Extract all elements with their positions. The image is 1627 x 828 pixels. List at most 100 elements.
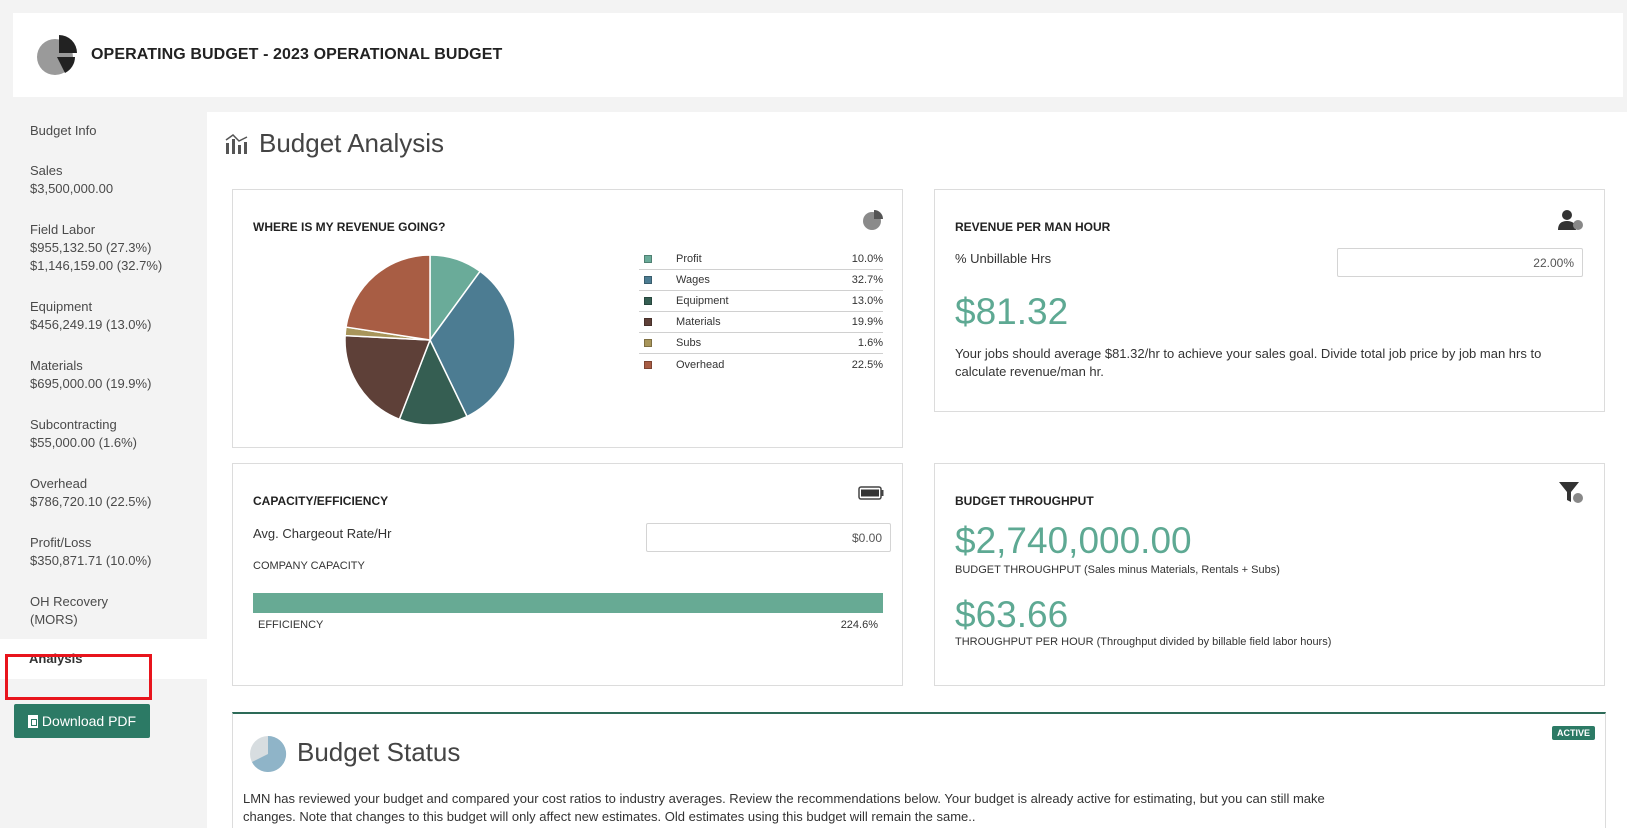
pie-chart-logo-icon	[37, 35, 77, 75]
sidebar-item-value: $695,000.00 (19.9%)	[30, 376, 152, 391]
status-badge: ACTIVE	[1551, 726, 1595, 740]
battery-icon	[858, 486, 884, 500]
sidebar-item-field-labor[interactable]: Field Labor $955,132.50 (27.3%) $1,146,1…	[0, 221, 207, 275]
sidebar-item-label: Field Labor	[30, 222, 96, 237]
status-description: LMN has reviewed your budget and compare…	[243, 791, 1325, 824]
status-title: Budget Status	[297, 737, 461, 767]
sidebar-item-equipment[interactable]: Equipment $456,249.19 (13.0%)	[0, 298, 207, 334]
revenue-description: Your jobs should average $81.32/hr to ac…	[955, 346, 1542, 379]
pie-slice-overhead	[345, 254, 431, 341]
legend-row: Equipment 13.0%	[639, 291, 883, 312]
legend-swatch	[644, 297, 652, 305]
legend-row: Wages 32.7%	[639, 270, 883, 291]
pie-slice-equipment	[398, 338, 469, 426]
sidebar-item-value: $456,249.19 (13.0%)	[30, 317, 152, 332]
chargeout-rate-input[interactable]: $0.00	[646, 523, 891, 552]
legend-row: Overhead 22.5%	[639, 354, 883, 375]
download-pdf-label: Download PDF	[41, 713, 137, 729]
revenue-legend: Profit 10.0% Wages 32.7% Equipment 13.0% Mater…	[639, 249, 883, 375]
sidebar-item-subcontracting[interactable]: Subcontracting $55,000.00 (1.6%)	[0, 416, 207, 452]
unbillable-hrs-input[interactable]: 22.00%	[1337, 248, 1583, 277]
status-pie-icon	[250, 735, 287, 772]
pdf-icon	[27, 714, 38, 728]
sidebar-item-label: Materials	[30, 358, 83, 373]
legend-row: Subs 1.6%	[639, 333, 883, 354]
sidebar-item-analysis[interactable]: Analysis	[0, 639, 207, 679]
sidebar-item-label: Subcontracting	[30, 417, 117, 432]
sidebar-item-value: $786,720.10 (22.5%)	[30, 494, 152, 509]
card-title: REVENUE PER MAN HOUR	[955, 220, 1111, 234]
revenue-per-man-hour-card: REVENUE PER MAN HOUR % Unbillable Hrs 22…	[934, 189, 1605, 412]
user-money-icon	[1558, 210, 1583, 230]
legend-label: Equipment	[676, 295, 729, 307]
bar-chart-icon	[225, 133, 248, 154]
pie-slice-materials	[344, 334, 432, 421]
legend-swatch	[644, 318, 652, 326]
sidebar-item-value: $55,000.00 (1.6%)	[30, 435, 137, 450]
sidebar-item-sales[interactable]: Sales $3,500,000.00	[0, 162, 207, 198]
budget-status-card: ACTIVE Budget Status LMN has reviewed yo…	[232, 712, 1606, 828]
sidebar-item-budget-info[interactable]: Budget Info	[0, 122, 207, 140]
sidebar-item-label: OH Recovery	[30, 594, 109, 609]
legend-value: 19.9%	[851, 316, 883, 328]
pie-chart-icon	[863, 210, 883, 230]
legend-label: Wages	[676, 274, 710, 286]
sidebar-item-value: (MORS)	[30, 612, 78, 627]
unbillable-label: % Unbillable Hrs	[955, 251, 1052, 266]
legend-value: 13.0%	[851, 295, 883, 307]
efficiency-bar	[253, 593, 883, 613]
sidebar-item-oh-recovery[interactable]: OH Recovery (MORS)	[0, 593, 207, 629]
throughput-per-hour-value: $63.66	[955, 594, 1069, 635]
efficiency-label: EFFICIENCY	[258, 619, 324, 631]
efficiency-value: 224.6%	[840, 619, 878, 631]
sidebar-item-materials[interactable]: Materials $695,000.00 (19.9%)	[0, 357, 207, 393]
legend-swatch	[644, 339, 652, 347]
throughput-value: $2,740,000.00	[955, 520, 1192, 561]
capacity-efficiency-card: CAPACITY/EFFICIENCY Avg. Chargeout Rate/…	[232, 463, 903, 686]
throughput-caption: BUDGET THROUGHPUT (Sales minus Materials…	[955, 564, 1280, 576]
pie-slice-wages	[429, 270, 516, 418]
header-bar: OPERATING BUDGET - 2023 OPERATIONAL BUDG…	[13, 13, 1623, 97]
budget-throughput-card: BUDGET THROUGHPUT $2,740,000.00 BUDGET T…	[934, 463, 1605, 686]
sidebar-item-label: Sales	[30, 163, 63, 178]
funnel-money-icon	[1559, 482, 1583, 503]
section-title: Budget Analysis	[259, 128, 445, 158]
sidebar-item-profit-loss[interactable]: Profit/Loss $350,871.71 (10.0%)	[0, 534, 207, 570]
card-title: CAPACITY/EFFICIENCY	[253, 494, 389, 508]
card-title: BUDGET THROUGHPUT	[955, 494, 1094, 508]
legend-row: Profit 10.0%	[639, 249, 883, 270]
revenue-per-hour-value: $81.32	[955, 291, 1069, 332]
legend-swatch	[644, 360, 652, 369]
legend-label: Overhead	[676, 358, 725, 371]
sidebar-item-value: $350,871.71 (10.0%)	[30, 553, 152, 568]
sidebar-item-label: Analysis	[29, 651, 83, 666]
sidebar: Budget Info Sales $3,500,000.00 Field La…	[0, 110, 207, 679]
legend-row: Materials 19.9%	[639, 312, 883, 333]
sidebar-item-label: Equipment	[30, 299, 93, 314]
card-title: WHERE IS MY REVENUE GOING?	[253, 220, 446, 234]
download-pdf-button[interactable]: Download PDF	[14, 704, 150, 738]
sidebar-item-label: Overhead	[30, 476, 88, 491]
legend-value: 1.6%	[857, 337, 883, 349]
revenue-pie-chart	[344, 254, 516, 426]
legend-value: 10.0%	[851, 253, 883, 265]
section-header: Budget Analysis	[225, 128, 444, 159]
sidebar-item-value: $3,500,000.00	[30, 181, 114, 196]
sidebar-item-overhead[interactable]: Overhead $786,720.10 (22.5%)	[0, 475, 207, 511]
legend-label: Profit	[676, 253, 702, 265]
sidebar-item-value: $1,146,159.00 (32.7%)	[30, 258, 163, 273]
revenue-card: WHERE IS MY REVENUE GOING? Profit 10.0% Wa…	[232, 189, 903, 448]
legend-value: 22.5%	[851, 358, 883, 371]
throughput-per-hour-caption: THROUGHPUT PER HOUR (Throughput divided …	[955, 636, 1332, 648]
sidebar-item-value: $955,132.50 (27.3%)	[30, 240, 152, 255]
legend-label: Subs	[676, 337, 702, 349]
chargeout-rate-label: Avg. Chargeout Rate/Hr	[253, 526, 392, 541]
legend-value: 32.7%	[851, 274, 883, 286]
legend-label: Materials	[676, 316, 721, 328]
legend-swatch	[644, 255, 652, 263]
sidebar-item-label: Profit/Loss	[30, 535, 92, 550]
sidebar-item-label: Budget Info	[30, 123, 97, 138]
company-capacity-label: COMPANY CAPACITY	[253, 560, 365, 572]
main-panel: Budget Analysis WHERE IS MY REVENUE GOIN…	[207, 112, 1627, 828]
legend-swatch	[644, 276, 652, 284]
